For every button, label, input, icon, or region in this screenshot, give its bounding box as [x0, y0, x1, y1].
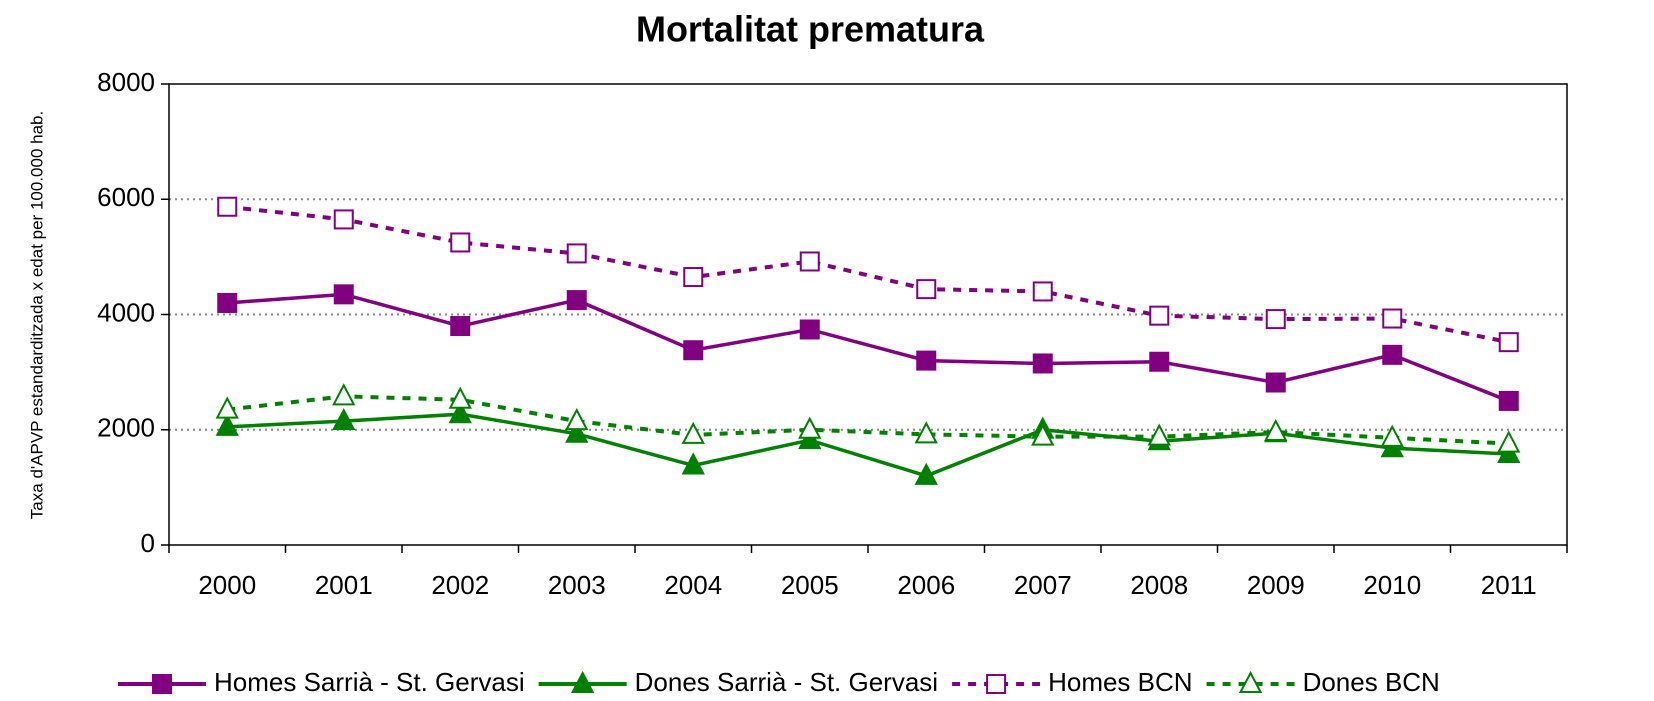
legend-label: Dones BCN [1303, 667, 1440, 697]
x-tick-label: 2007 [1014, 570, 1072, 600]
data-point [215, 396, 239, 419]
legend-label: Dones Sarrià - St. Gervasi [635, 667, 938, 697]
data-point [565, 407, 589, 431]
data-point [914, 462, 938, 485]
y-tick-label: 0 [141, 528, 155, 558]
legend-item: Homes Sarrià - St. Gervasi [118, 667, 525, 697]
data-point [1380, 424, 1404, 447]
y-tick-label: 2000 [97, 413, 155, 443]
data-point [683, 340, 704, 361]
data-point [916, 350, 937, 371]
data-point [448, 401, 472, 424]
data-point [799, 319, 820, 340]
data-point [1498, 332, 1519, 353]
x-tick-label: 2011 [1481, 570, 1537, 600]
data-point [916, 279, 937, 300]
legend-marker [152, 674, 172, 694]
legend-marker [1238, 670, 1263, 693]
x-tick-label: 2005 [781, 570, 839, 600]
data-point [1031, 423, 1055, 446]
data-point [1382, 344, 1403, 365]
legend-marker [570, 670, 595, 693]
x-tick-label: 2009 [1247, 570, 1305, 600]
legend-label: Homes Sarrià - St. Gervasi [214, 667, 525, 697]
data-point [215, 413, 239, 436]
data-point [798, 416, 822, 439]
data-point [1032, 281, 1053, 302]
series-line [227, 204, 1510, 345]
data-point [566, 290, 587, 311]
data-point [683, 267, 704, 288]
data-point [1382, 308, 1403, 329]
x-tick-label: 2002 [431, 570, 489, 600]
legend-label: Homes BCN [1048, 667, 1192, 697]
x-tick-label: 2001 [315, 570, 373, 600]
legend-item: Dones Sarrià - St. Gervasi [538, 667, 938, 697]
data-point [914, 421, 938, 444]
data-point [1264, 418, 1288, 442]
data-point [1497, 430, 1521, 453]
data-point [450, 232, 471, 253]
data-point [333, 284, 354, 305]
legend-item: Dones BCN [1206, 667, 1440, 697]
data-point [1149, 351, 1170, 372]
series-line [227, 412, 1509, 478]
data-point [217, 292, 238, 313]
data-point [566, 243, 587, 264]
legend-marker [986, 674, 1007, 694]
y-tick-label: 6000 [97, 182, 155, 212]
data-point [1147, 423, 1171, 446]
x-tick-label: 2010 [1363, 570, 1421, 600]
data-point [565, 420, 589, 443]
series-line [227, 292, 1510, 403]
x-tick-label: 2008 [1130, 570, 1188, 600]
series-line [227, 394, 1509, 446]
y-axis-label: Taxa d'APVP estandarditzada x edat per 1… [27, 111, 46, 519]
x-tick-label: 2003 [548, 570, 606, 600]
data-point [681, 452, 705, 475]
data-point [217, 196, 238, 217]
x-tick-label: 2004 [664, 570, 722, 600]
data-point [450, 316, 471, 337]
data-point [799, 251, 820, 272]
data-point [1498, 390, 1519, 411]
data-point [681, 421, 705, 444]
chart-title: Mortalitat prematura [636, 9, 985, 50]
y-tick-label: 4000 [97, 297, 155, 327]
y-tick-label: 8000 [97, 67, 155, 97]
data-point [1265, 309, 1286, 330]
data-point [332, 383, 356, 406]
data-point [1149, 305, 1170, 326]
data-point [448, 386, 472, 409]
data-point [332, 407, 356, 431]
data-point [1265, 372, 1286, 393]
x-tick-label: 2000 [198, 570, 256, 600]
data-point [1032, 353, 1053, 374]
data-point [333, 209, 354, 230]
x-tick-label: 2006 [897, 570, 955, 600]
legend-item: Homes BCN [952, 667, 1193, 697]
